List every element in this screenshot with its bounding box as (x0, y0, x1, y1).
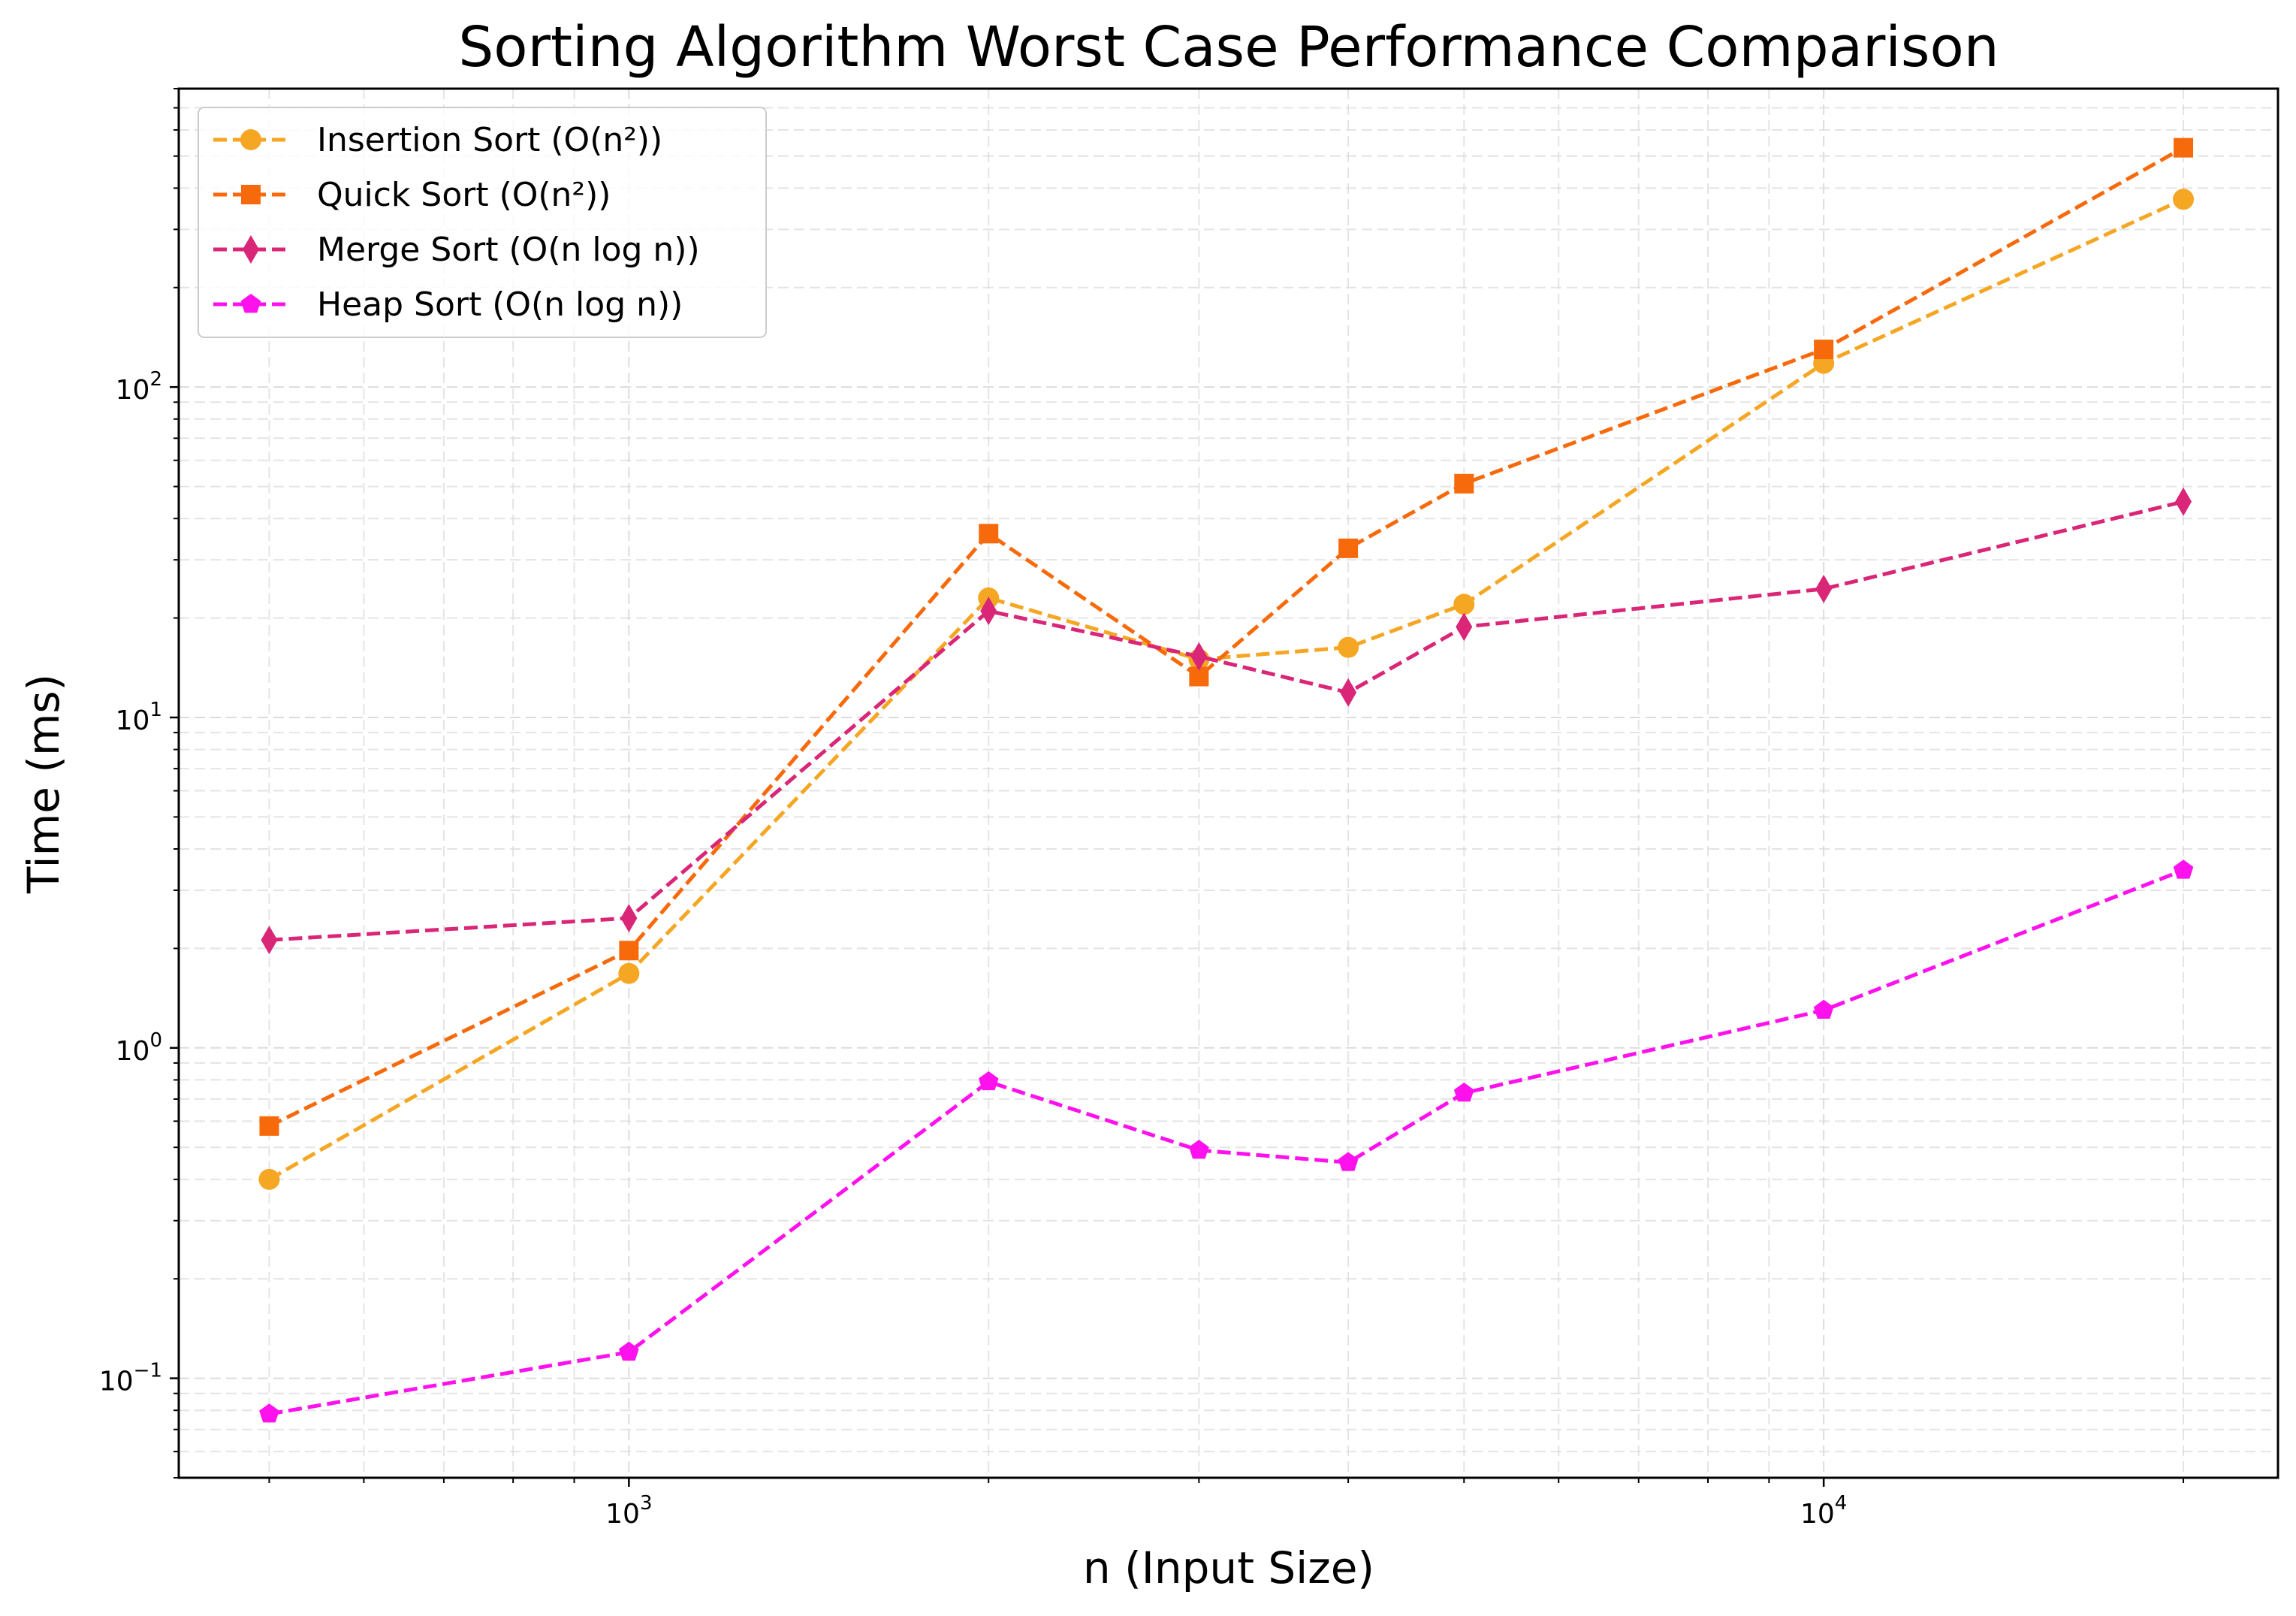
data-point-quick (1814, 340, 1834, 360)
plot-frame (177, 87, 2279, 1479)
data-point-heap (259, 1403, 279, 1423)
legend-marker-insertion (240, 129, 261, 150)
data-point-heap (1453, 1082, 1474, 1102)
legend-item-heap: Heap Sort (O(n log n)) (213, 285, 683, 324)
data-point-quick (979, 524, 999, 544)
series-line-quick (268, 146, 2185, 1128)
data-point-insertion (1453, 594, 1475, 615)
data-point-merge (1340, 678, 1357, 707)
legend-item-quick: Quick Sort (O(n²)) (213, 176, 611, 214)
data-point-insertion (1338, 636, 1359, 658)
y-tick-base: 10 (116, 705, 150, 736)
legend-label-heap: Heap Sort (O(n log n)) (317, 285, 683, 324)
x-tick-base: 10 (605, 1499, 640, 1530)
legend: Insertion Sort (O(n²)) Quick Sort (O(n²))… (198, 107, 767, 338)
chart-title: Sorting Algorithm Worst Case Performance… (458, 15, 1999, 80)
data-point-merge (2175, 487, 2192, 516)
x-tick-exponent: 4 (1835, 1492, 1848, 1515)
series-line-insertion (268, 198, 2185, 1181)
y-tick-label: 101 (116, 699, 162, 736)
legend-box (198, 107, 767, 338)
data-point-heap (619, 1341, 639, 1361)
series-merge (261, 487, 2192, 955)
legend-label-merge: Merge Sort (O(n log n)) (317, 231, 700, 269)
x-tick-base: 10 (1800, 1499, 1835, 1530)
series-group (258, 137, 2195, 1423)
y-tick-exponent: 0 (149, 1029, 162, 1052)
data-point-quick (619, 941, 639, 961)
data-point-heap (1813, 999, 1834, 1019)
data-point-quick (1338, 538, 1359, 558)
data-point-heap (2173, 859, 2194, 879)
data-point-heap (1338, 1152, 1359, 1171)
data-point-quick (259, 1116, 279, 1136)
data-point-merge (980, 597, 997, 626)
data-point-merge (620, 904, 638, 933)
y-tick-base: 10 (116, 1036, 150, 1067)
data-point-quick (2174, 137, 2194, 158)
data-point-insertion (2173, 189, 2195, 210)
x-tick-label: 104 (1800, 1492, 1847, 1530)
legend-label-insertion: Insertion Sort (O(n²)) (317, 121, 662, 159)
grid-lines (179, 88, 2278, 1479)
data-point-merge (261, 926, 278, 955)
series-line-merge (269, 500, 2184, 942)
data-point-insertion (618, 962, 640, 984)
data-point-merge (1190, 642, 1208, 671)
series-quick (259, 137, 2194, 1136)
y-tick-exponent: 1 (149, 699, 162, 721)
legend-marker-heap (240, 294, 261, 313)
legend-item-merge: Merge Sort (O(n log n)) (213, 231, 700, 269)
data-point-heap (1189, 1140, 1209, 1159)
y-tick-base: 10 (99, 1367, 134, 1397)
series-heap (259, 859, 2194, 1423)
y-tick-base: 10 (116, 375, 150, 406)
data-point-quick (1454, 473, 1474, 494)
y-tick-exponent: 2 (149, 368, 162, 391)
series-line-heap (269, 868, 2184, 1416)
x-tick-label: 103 (605, 1492, 652, 1530)
y-tick-label: 102 (116, 368, 162, 406)
y-tick-exponent: −1 (134, 1360, 162, 1382)
y-axis-label: Time (ms) (18, 674, 69, 894)
legend-label-quick: Quick Sort (O(n²)) (317, 176, 611, 214)
y-tick-label: 10−1 (99, 1360, 162, 1397)
x-axis-label: n (Input Size) (1083, 1542, 1374, 1593)
data-point-insertion (258, 1168, 280, 1190)
data-point-merge (1456, 612, 1473, 642)
data-point-merge (1815, 574, 1833, 603)
y-tick-label: 100 (116, 1029, 162, 1067)
legend-marker-quick (241, 185, 261, 204)
data-point-heap (978, 1071, 999, 1091)
x-tick-exponent: 3 (640, 1492, 653, 1515)
legend-marker-merge (243, 235, 259, 264)
legend-item-insertion: Insertion Sort (O(n²)) (213, 121, 662, 159)
